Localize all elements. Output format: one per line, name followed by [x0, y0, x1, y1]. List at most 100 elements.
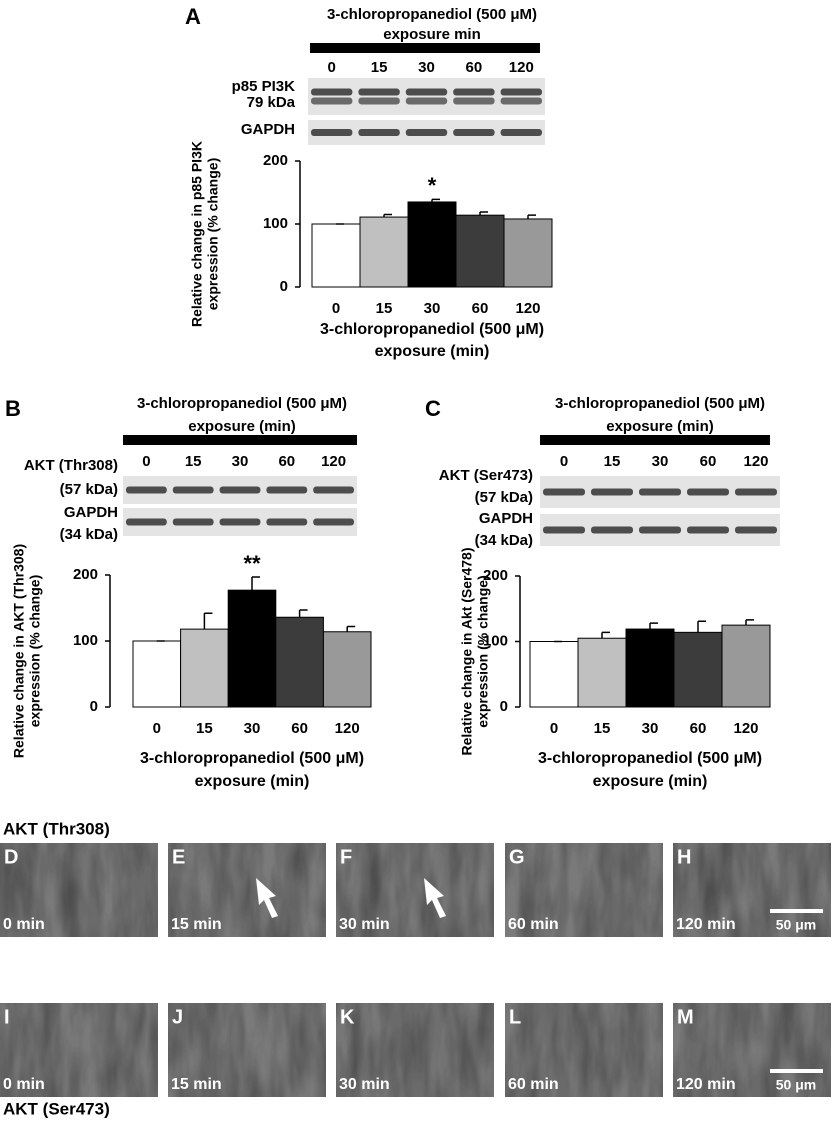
error-bar [203, 612, 213, 630]
y-tick-label: 100 [483, 632, 508, 649]
bar [455, 214, 505, 288]
y-tick-label: 0 [280, 278, 288, 295]
treatment-bar [123, 435, 357, 445]
x-tick-label: 0 [332, 300, 340, 317]
bar [359, 216, 409, 288]
x-axis-label: exposure (min) [593, 773, 708, 790]
micrograph-texture [505, 843, 663, 937]
row-label: AKT (Thr308) [3, 819, 110, 838]
blot-label: 79 kDa [247, 94, 296, 111]
blot-band [219, 486, 261, 494]
x-tick-label: 60 [291, 720, 308, 737]
panel-letter: H [677, 846, 691, 868]
x-tick-label: 60 [472, 300, 489, 317]
micrograph-texture [0, 843, 158, 937]
y-axis-label: expression (% change) [475, 575, 491, 728]
bar [503, 218, 553, 288]
lane-label: 120 [743, 453, 768, 470]
blot-band [266, 486, 308, 494]
y-tick-label: 200 [483, 567, 508, 584]
blot-band [453, 97, 495, 105]
blot-band [219, 518, 261, 526]
micrograph-texture [168, 1003, 326, 1097]
blot-band [639, 526, 681, 534]
y-tick-label: 200 [73, 566, 98, 583]
bar [673, 631, 723, 708]
blot-band [358, 97, 400, 105]
blot-label: (34 kDa) [60, 526, 118, 543]
lane-label: 60 [278, 453, 295, 470]
blot-band [126, 486, 167, 494]
y-tick-label: 0 [90, 698, 98, 715]
error-bar [431, 198, 440, 202]
lane-label: 0 [560, 453, 568, 470]
panel-letter: M [677, 1006, 694, 1028]
x-tick-label: 0 [550, 720, 558, 737]
x-tick-label: 15 [376, 300, 393, 317]
blot-band [172, 486, 214, 494]
error-bar [383, 213, 392, 218]
micrograph-texture [336, 1003, 494, 1097]
bar [577, 637, 627, 708]
row-label: AKT (Ser473) [3, 1099, 110, 1118]
x-tick-label: 120 [515, 300, 540, 317]
x-tick-label: 120 [335, 720, 360, 737]
bar [529, 641, 579, 708]
error-bar [479, 211, 488, 216]
blot-band [500, 88, 542, 96]
y-tick-label: 100 [263, 215, 288, 232]
y-axis-label: Relative change in AKT (Thr308) [11, 544, 27, 758]
blot-band [405, 88, 448, 96]
time-label: 120 min [676, 1076, 736, 1093]
error-bar [601, 631, 610, 639]
lane-label: 120 [321, 453, 346, 470]
x-axis-label: exposure (min) [375, 343, 490, 360]
bar [322, 631, 372, 708]
panel-letter: L [509, 1006, 521, 1028]
treatment-bar [310, 43, 540, 53]
blot-label: (34 kDa) [475, 532, 533, 549]
blot-label: GAPDH [241, 121, 295, 138]
micrograph-texture [673, 1003, 831, 1097]
arrow [424, 878, 446, 918]
blot-band [172, 518, 214, 526]
bar [180, 628, 229, 708]
x-tick-label: 15 [196, 720, 213, 737]
error-bar [527, 214, 536, 219]
blot-band [358, 88, 400, 96]
y-tick-label: 100 [73, 632, 98, 649]
lane-label: 30 [652, 453, 669, 470]
blot-band [687, 488, 729, 496]
bar [132, 640, 182, 708]
panel-letter: E [172, 846, 185, 868]
panel-letter: J [172, 1006, 183, 1028]
lane-label: 60 [700, 453, 717, 470]
blot [308, 78, 545, 115]
arrow [256, 878, 278, 918]
scale-label: 50 μm [776, 1077, 816, 1093]
x-axis-label: 3-chloropropanediol (500 μM) [320, 321, 544, 338]
x-axis-label: 3-chloropropanediol (500 μM) [538, 750, 762, 767]
blot-label: (57 kDa) [475, 489, 533, 506]
micrograph-texture [336, 843, 494, 937]
time-label: 15 min [171, 916, 222, 933]
error-bar [697, 620, 706, 633]
chart-title: 3-chloropropanediol (500 μM) [327, 6, 537, 23]
panel-letter: I [4, 1006, 10, 1028]
y-axis-label: Relative change in Akt (Ser478) [459, 547, 475, 755]
bar [227, 589, 277, 708]
blot-band [735, 488, 777, 496]
bar [407, 201, 457, 288]
error-bar [346, 625, 356, 632]
error-bar [649, 622, 658, 630]
lane-label: 15 [604, 453, 621, 470]
blot-label: GAPDH [479, 510, 533, 527]
blot-label: (57 kDa) [60, 481, 118, 498]
bar [275, 616, 324, 708]
blot-band [453, 88, 495, 96]
significance-label: ** [243, 551, 261, 576]
blot-band [405, 97, 448, 105]
time-label: 15 min [171, 1076, 222, 1093]
blot-band [313, 486, 354, 494]
